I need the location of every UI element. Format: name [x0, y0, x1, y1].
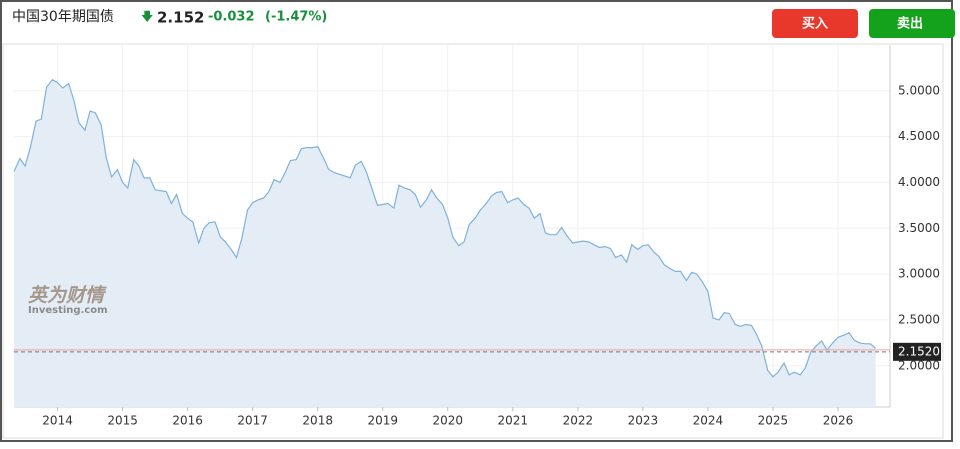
title: 中国30年期国债 [12, 9, 114, 25]
x-tick-label: 2020 [432, 414, 463, 428]
line [13, 79, 877, 378]
plot: 2.0000 2.5000 3.0000 3.5000 4.0000 4.5000 5.00… [13, 45, 941, 428]
buy-label: 买入 [802, 17, 828, 32]
area [14, 79, 876, 408]
x-tick-label: 2015 [107, 414, 138, 428]
change: -0.032 [208, 10, 255, 25]
y-tick-label: 4.5000 [898, 129, 940, 143]
down-arrow: 🡇 [141, 10, 153, 24]
y-tick-label: 5.0000 [898, 83, 940, 97]
sell-label: 卖出 [897, 16, 923, 32]
x-tick-label: 2014 [42, 414, 73, 428]
x-tick-label: 2021 [498, 414, 529, 428]
y-tick-label: 4.0000 [898, 175, 940, 189]
y-tick-label: 3.0000 [898, 267, 940, 281]
y-tick-label: 2.5000 [898, 312, 940, 326]
x-tick-label: 2024 [693, 414, 724, 428]
x-tick-label: 2023 [628, 414, 659, 428]
watermark-cn: 英为财情 [28, 285, 107, 307]
y-tick-label: 3.5000 [898, 221, 940, 235]
change-pct: (-1.47%) [265, 10, 327, 25]
last-price-box [893, 342, 941, 361]
buy-button[interactable]: 买入 [772, 9, 858, 38]
x-tick-label: 2019 [367, 414, 398, 428]
last-price-label: 2.1520 [898, 344, 940, 358]
x-tick-label: 2016 [172, 414, 203, 428]
x-tick-label: 2018 [302, 414, 333, 428]
sell-button[interactable]: 卖出 [869, 9, 955, 38]
x-tick-label: 2022 [563, 414, 594, 428]
price: 2.152 [157, 9, 204, 27]
sell-bg [869, 9, 955, 38]
x-tick-label: 2017 [237, 414, 268, 428]
buy-bg [772, 9, 858, 38]
x-tick-label: 2025 [758, 414, 789, 428]
x-tick-label: 2026 [823, 414, 854, 428]
y-tick-label: 2.0000 [898, 358, 940, 372]
watermark-en: Investing.com [28, 305, 108, 316]
